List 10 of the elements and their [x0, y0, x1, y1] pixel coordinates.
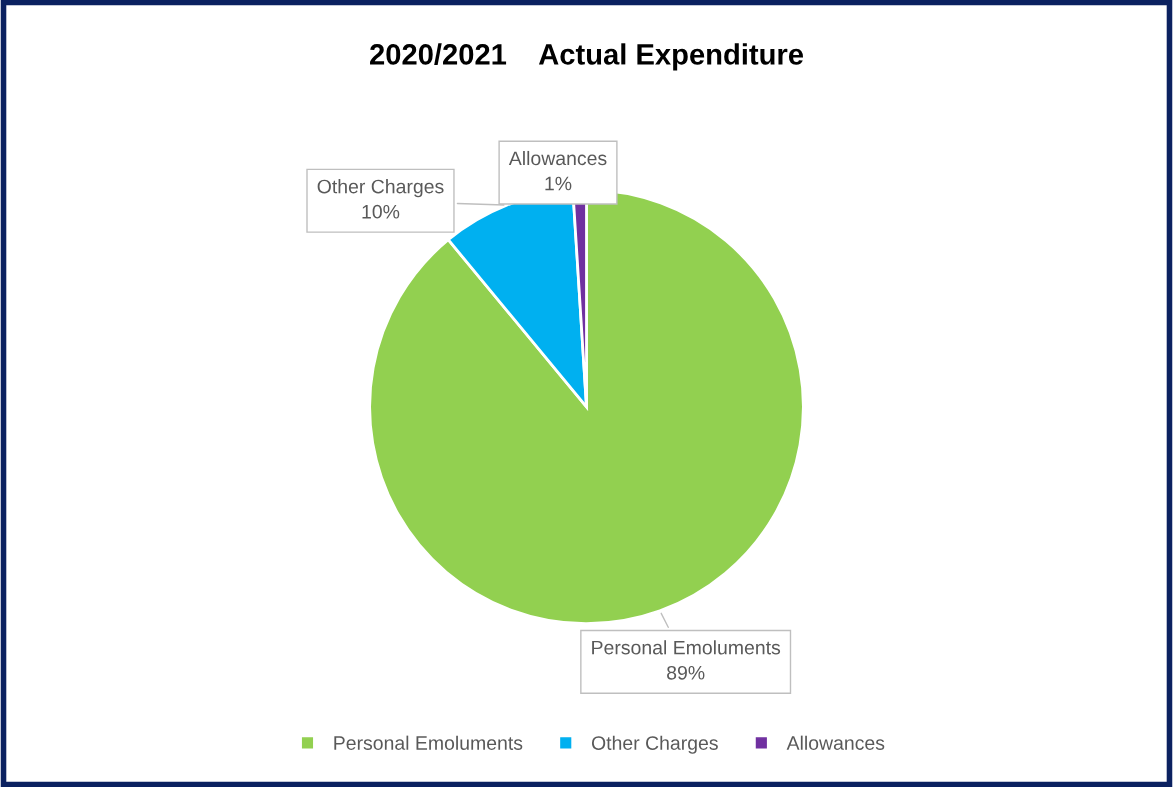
slice-label: Personal Emoluments: [592, 640, 781, 655]
slice-label: Other Charges: [317, 179, 444, 198]
legend-label: Allowances: [786, 735, 885, 750]
legend-label: Personal Emoluments: [334, 735, 523, 750]
slice-label: Allowances: [508, 150, 607, 166]
chart-title: 2020/2021 Actual Expenditure: [370, 43, 804, 71]
data-label: 89%: [667, 665, 705, 680]
legend-label: Other Charges: [591, 735, 718, 754]
data-label: 10%: [362, 204, 400, 219]
data-label: 1%: [545, 176, 572, 191]
